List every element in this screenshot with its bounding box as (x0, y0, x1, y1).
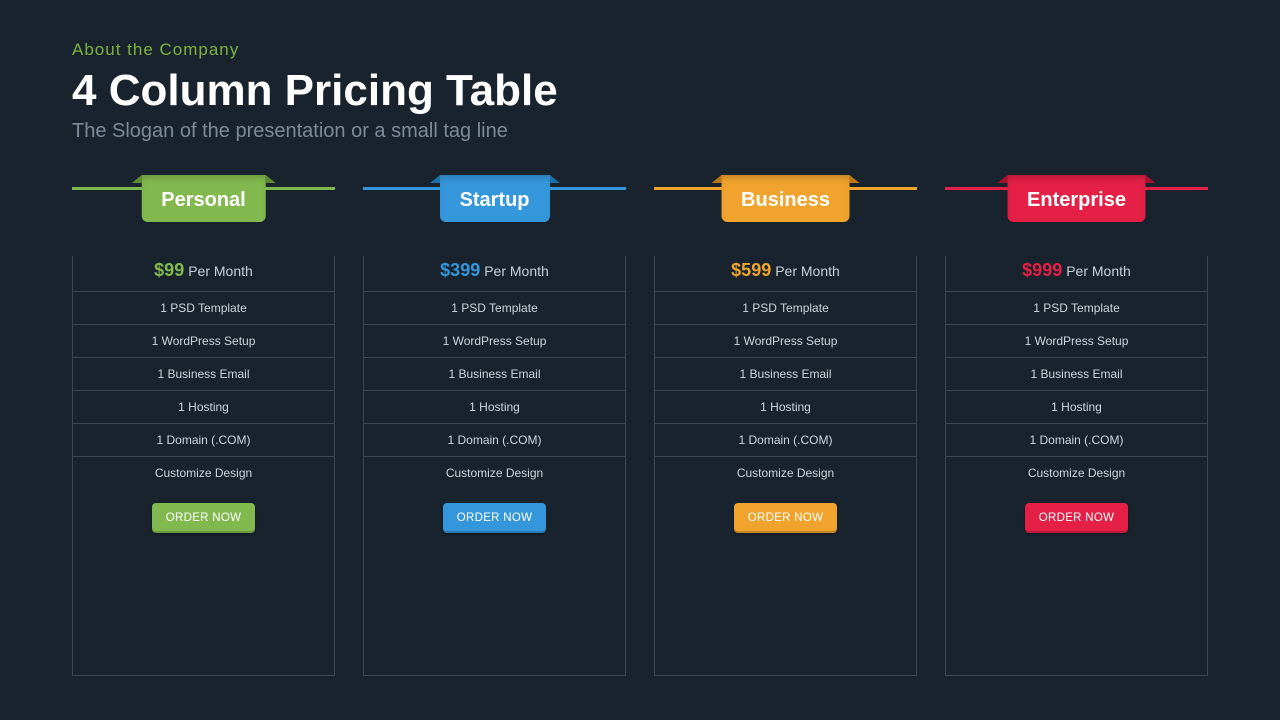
order-now-button[interactable]: ORDER NOW (443, 503, 547, 533)
plan-price-amount: $399 (440, 260, 480, 280)
plan-price-amount: $599 (731, 260, 771, 280)
plan-feature-item: 1 Business Email (73, 358, 334, 391)
plan-feature-item: 1 Domain (.COM) (946, 424, 1207, 457)
plan-name-tab: Enterprise (1007, 175, 1146, 222)
plan-feature-item: 1 Hosting (364, 391, 625, 424)
tagline-text: The Slogan of the presentation or a smal… (72, 120, 1208, 143)
plan-feature-item: 1 PSD Template (73, 292, 334, 325)
plan-price-period: Per Month (484, 263, 549, 279)
page-header: About the Company 4 Column Pricing Table… (72, 40, 1208, 143)
plan-feature-item: 1 Domain (.COM) (655, 424, 916, 457)
plan-feature-item: 1 Business Email (655, 358, 916, 391)
plan-feature-list: 1 PSD Template1 WordPress Setup1 Busines… (364, 292, 625, 489)
plan-feature-item: 1 WordPress Setup (73, 325, 334, 358)
plan-name-tab: Startup (440, 175, 550, 222)
pricing-plan-startup: Startup$399Per Month1 PSD Template1 Word… (363, 181, 626, 676)
pricing-plan-enterprise: Enterprise$999Per Month1 PSD Template1 W… (945, 181, 1208, 676)
plan-price-period: Per Month (1066, 263, 1131, 279)
page-title: 4 Column Pricing Table (72, 66, 1208, 116)
plan-name-tab: Business (721, 175, 850, 222)
plan-price-row: $999Per Month (946, 256, 1207, 292)
plan-price-period: Per Month (775, 263, 840, 279)
plan-price-amount: $999 (1022, 260, 1062, 280)
plan-card: $99Per Month1 PSD Template1 WordPress Se… (72, 256, 335, 676)
plan-price-row: $399Per Month (364, 256, 625, 292)
plan-feature-item: 1 Business Email (364, 358, 625, 391)
plan-name-tab: Personal (141, 175, 265, 222)
plan-feature-item: 1 Hosting (655, 391, 916, 424)
plan-feature-item: 1 PSD Template (655, 292, 916, 325)
plan-feature-list: 1 PSD Template1 WordPress Setup1 Busines… (946, 292, 1207, 489)
plan-card: $999Per Month1 PSD Template1 WordPress S… (945, 256, 1208, 676)
plan-feature-item: Customize Design (73, 457, 334, 489)
plan-feature-item: Customize Design (364, 457, 625, 489)
eyebrow-text: About the Company (72, 40, 1208, 60)
pricing-plan-business: Business$599Per Month1 PSD Template1 Wor… (654, 181, 917, 676)
plan-price-period: Per Month (188, 263, 253, 279)
pricing-plan-personal: Personal$99Per Month1 PSD Template1 Word… (72, 181, 335, 676)
plan-feature-item: 1 PSD Template (946, 292, 1207, 325)
plan-feature-item: 1 Domain (.COM) (364, 424, 625, 457)
plan-feature-item: 1 Domain (.COM) (73, 424, 334, 457)
plan-feature-item: 1 Hosting (73, 391, 334, 424)
order-now-button[interactable]: ORDER NOW (734, 503, 838, 533)
plan-feature-item: 1 WordPress Setup (946, 325, 1207, 358)
plan-feature-item: Customize Design (655, 457, 916, 489)
plan-feature-list: 1 PSD Template1 WordPress Setup1 Busines… (73, 292, 334, 489)
pricing-plans-row: Personal$99Per Month1 PSD Template1 Word… (72, 181, 1208, 676)
order-now-button[interactable]: ORDER NOW (152, 503, 256, 533)
plan-price-amount: $99 (154, 260, 184, 280)
plan-card: $599Per Month1 PSD Template1 WordPress S… (654, 256, 917, 676)
plan-feature-item: 1 WordPress Setup (655, 325, 916, 358)
plan-feature-item: Customize Design (946, 457, 1207, 489)
plan-price-row: $99Per Month (73, 256, 334, 292)
plan-card: $399Per Month1 PSD Template1 WordPress S… (363, 256, 626, 676)
plan-feature-item: 1 WordPress Setup (364, 325, 625, 358)
plan-feature-item: 1 Business Email (946, 358, 1207, 391)
plan-feature-item: 1 PSD Template (364, 292, 625, 325)
order-now-button[interactable]: ORDER NOW (1025, 503, 1129, 533)
plan-price-row: $599Per Month (655, 256, 916, 292)
plan-feature-list: 1 PSD Template1 WordPress Setup1 Busines… (655, 292, 916, 489)
plan-feature-item: 1 Hosting (946, 391, 1207, 424)
